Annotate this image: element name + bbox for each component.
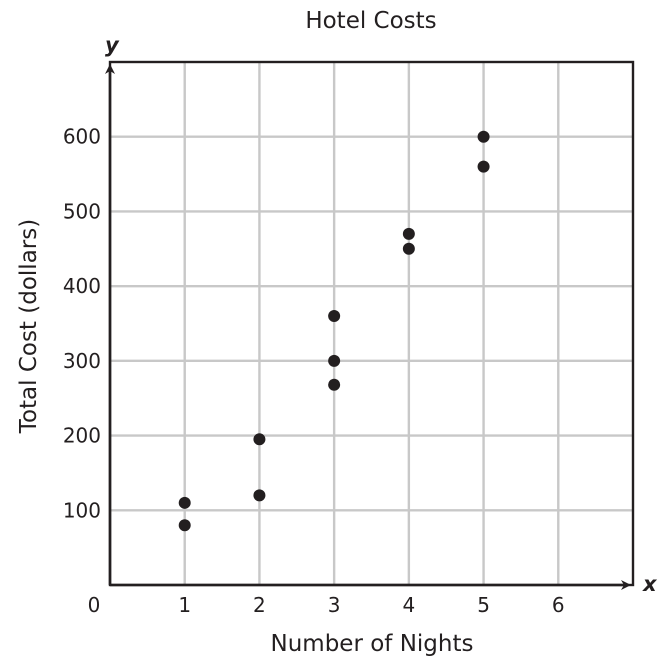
data-point <box>253 433 266 446</box>
x-tick-label: 6 <box>552 593 565 617</box>
y-tick-label: 600 <box>63 125 101 149</box>
data-point <box>328 354 341 367</box>
data-point <box>253 489 266 502</box>
y-tick-label: 400 <box>63 274 101 298</box>
x-tick-label: 2 <box>253 593 266 617</box>
y-tick-labels: 100 200 300 400 500 600 <box>63 125 101 523</box>
data-point <box>477 130 490 143</box>
x-tick-labels: 0 1 2 3 4 5 6 <box>88 593 565 617</box>
y-tick-label: 300 <box>63 349 101 373</box>
x-tick-label: 1 <box>178 593 191 617</box>
data-point <box>402 242 415 255</box>
y-tick-label: 200 <box>63 424 101 448</box>
y-axis-letter: y <box>105 33 120 57</box>
x-tick-label: 4 <box>402 593 415 617</box>
data-point <box>178 519 191 532</box>
y-tick-label: 100 <box>63 498 101 522</box>
chart-title: Hotel Costs <box>305 8 436 34</box>
y-axis-label: Total Cost (dollars) <box>16 219 42 434</box>
data-point <box>178 496 191 509</box>
x-tick-label: 5 <box>477 593 490 617</box>
x-axis-letter: x <box>642 572 658 596</box>
data-point <box>328 310 341 323</box>
data-point <box>402 227 415 240</box>
x-tick-label: 0 <box>88 593 101 617</box>
y-tick-label: 500 <box>63 199 101 223</box>
data-points <box>178 130 490 532</box>
data-point <box>328 378 341 391</box>
x-tick-label: 3 <box>328 593 341 617</box>
data-point <box>477 160 490 173</box>
x-axis-label: Number of Nights <box>271 631 474 657</box>
grid <box>110 62 633 585</box>
